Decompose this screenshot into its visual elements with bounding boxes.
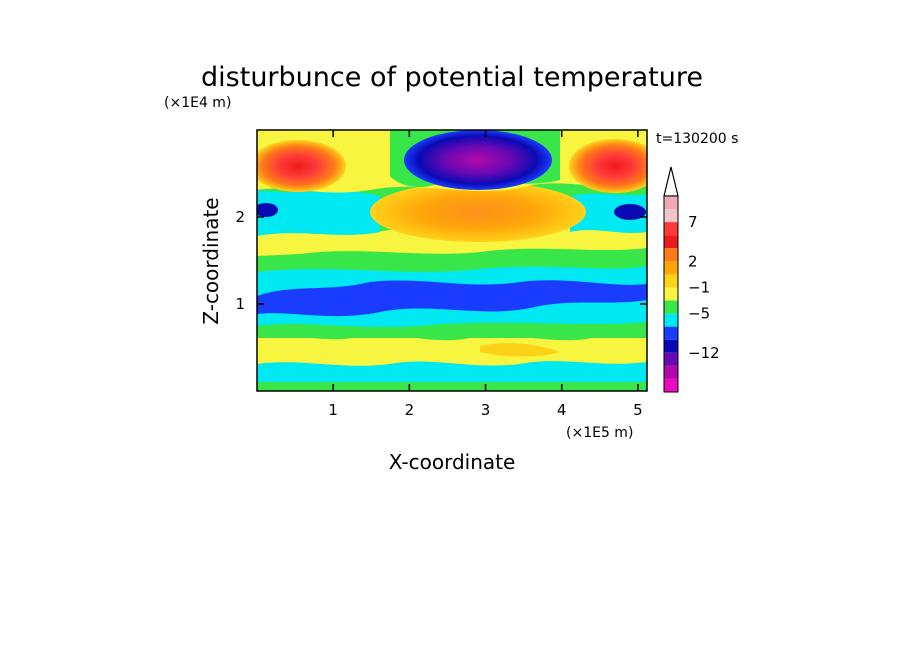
colorbar-band xyxy=(664,235,678,249)
y-axis: 12 xyxy=(235,208,647,313)
colorbar-band xyxy=(664,365,678,379)
y-tick-label: 2 xyxy=(235,208,245,226)
contour-field xyxy=(257,130,647,391)
colorbar-label: −5 xyxy=(688,305,710,323)
x-axis-title: X-coordinate xyxy=(389,450,516,474)
red-edge-right xyxy=(569,139,647,193)
eddy-right xyxy=(614,204,646,220)
colorbar-band xyxy=(664,326,678,340)
cold-core xyxy=(404,130,552,190)
y-unit-label: (×1E4 m) xyxy=(164,95,231,111)
colorbar-label: 7 xyxy=(688,213,698,231)
colorbar-label: 2 xyxy=(688,252,698,270)
x-tick-label: 3 xyxy=(481,401,491,419)
colorbar-band xyxy=(664,339,678,353)
warm-core xyxy=(370,182,586,242)
x-tick-label: 2 xyxy=(405,401,415,419)
colorbar-band xyxy=(664,378,678,392)
layer-cyan-upper xyxy=(257,190,380,236)
colorbar-band xyxy=(664,196,678,210)
x-tick-label: 1 xyxy=(328,401,338,419)
red-edge-left xyxy=(257,140,346,192)
eddy-left xyxy=(257,203,278,217)
layer-bottom-yellow xyxy=(257,334,647,366)
colorbar: 7 2 −1 −5 −12 xyxy=(663,166,720,393)
colorbar-band xyxy=(664,287,678,301)
x-unit-label: (×1E5 m) xyxy=(566,425,633,441)
layer-bottom-orange xyxy=(480,343,560,357)
time-label: t=130200 s xyxy=(656,131,738,147)
colorbar-frame xyxy=(663,195,679,393)
x-tick-label: 5 xyxy=(633,401,643,419)
layer-cyan-upper-right xyxy=(570,193,647,233)
colorbar-band xyxy=(664,209,678,223)
colorbar-band xyxy=(664,313,678,327)
colorbar-band xyxy=(664,300,678,314)
x-tick-label: 4 xyxy=(557,401,567,419)
layer-blue-trough xyxy=(257,280,647,317)
colorbar-band xyxy=(664,248,678,262)
colorbar-band xyxy=(664,222,678,236)
colorbar-band xyxy=(664,274,678,288)
colorbar-label: −12 xyxy=(688,344,720,362)
y-axis-title: Z-coordinate xyxy=(199,197,223,324)
x-axis: 1 2 3 4 5 xyxy=(328,130,643,419)
colorbar-band xyxy=(664,261,678,275)
plot-frame xyxy=(256,129,648,392)
colorbar-label: −1 xyxy=(688,278,710,296)
y-tick-label: 1 xyxy=(235,295,245,313)
colorbar-band xyxy=(664,352,678,366)
colorbar-extend-arrow xyxy=(663,166,679,197)
chart-title: disturbunce of potential temperature xyxy=(201,62,703,93)
